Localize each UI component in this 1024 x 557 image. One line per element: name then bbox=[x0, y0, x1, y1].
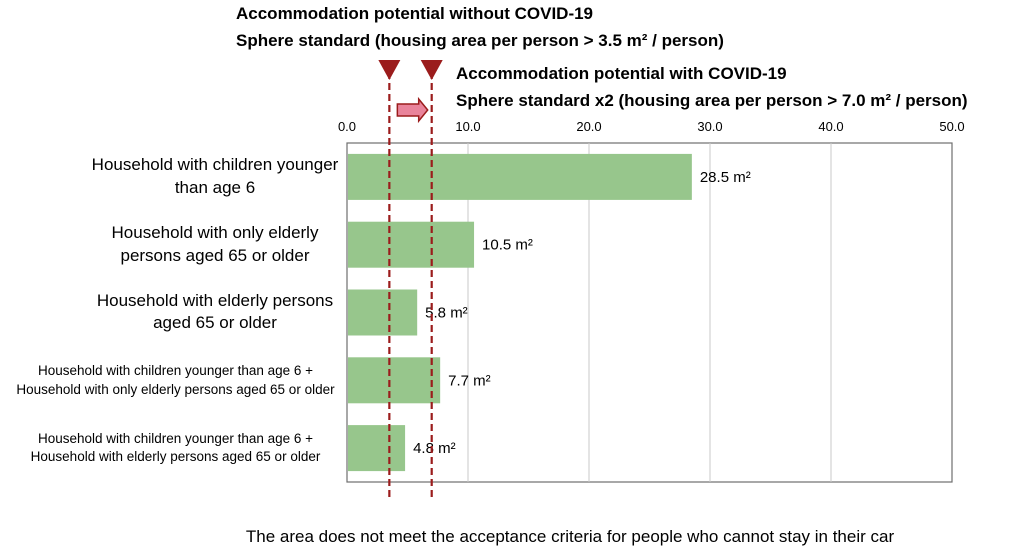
annotation-with-covid-standard: Sphere standard x2 (housing area per per… bbox=[456, 91, 968, 110]
x-tick-label: 20.0 bbox=[576, 119, 601, 134]
annotation-with-covid-title: Accommodation potential with COVID-19 bbox=[456, 64, 787, 83]
bar-value-label: 28.5 m² bbox=[700, 169, 751, 186]
bar bbox=[348, 221, 475, 268]
chart-footer-note: The area does not meet the acceptance cr… bbox=[245, 527, 895, 546]
category-label: Household with only elderly persons aged… bbox=[111, 222, 319, 265]
category-label: Household with children younger than age… bbox=[16, 363, 335, 397]
threshold-marker-without-covid bbox=[378, 60, 401, 80]
category-label: Household with children younger than age… bbox=[91, 154, 339, 197]
bar bbox=[348, 153, 692, 200]
category-label: Household with children younger than age… bbox=[30, 430, 321, 465]
annotation-without-covid-title: Accommodation potential without COVID-19 bbox=[236, 4, 594, 23]
x-tick-label: 50.0 bbox=[939, 119, 964, 134]
bar bbox=[348, 357, 441, 404]
bar bbox=[348, 425, 406, 472]
x-tick-label: 40.0 bbox=[818, 119, 843, 134]
shift-arrow bbox=[396, 96, 429, 124]
bar-value-label: 7.7 m² bbox=[448, 372, 491, 389]
bar-value-label: 10.5 m² bbox=[482, 237, 533, 254]
x-tick-label: 10.0 bbox=[455, 119, 480, 134]
annotation-without-covid-standard: Sphere standard (housing area per person… bbox=[236, 31, 724, 50]
category-label: Household with elderly persons aged 65 o… bbox=[96, 290, 334, 333]
bar-value-label: 5.8 m² bbox=[425, 305, 468, 322]
bar-value-label: 4.8 m² bbox=[413, 440, 456, 457]
x-tick-label: 30.0 bbox=[697, 119, 722, 134]
threshold-marker-with-covid bbox=[420, 60, 443, 80]
x-tick-label: 0.0 bbox=[338, 119, 356, 134]
bar bbox=[348, 289, 418, 336]
